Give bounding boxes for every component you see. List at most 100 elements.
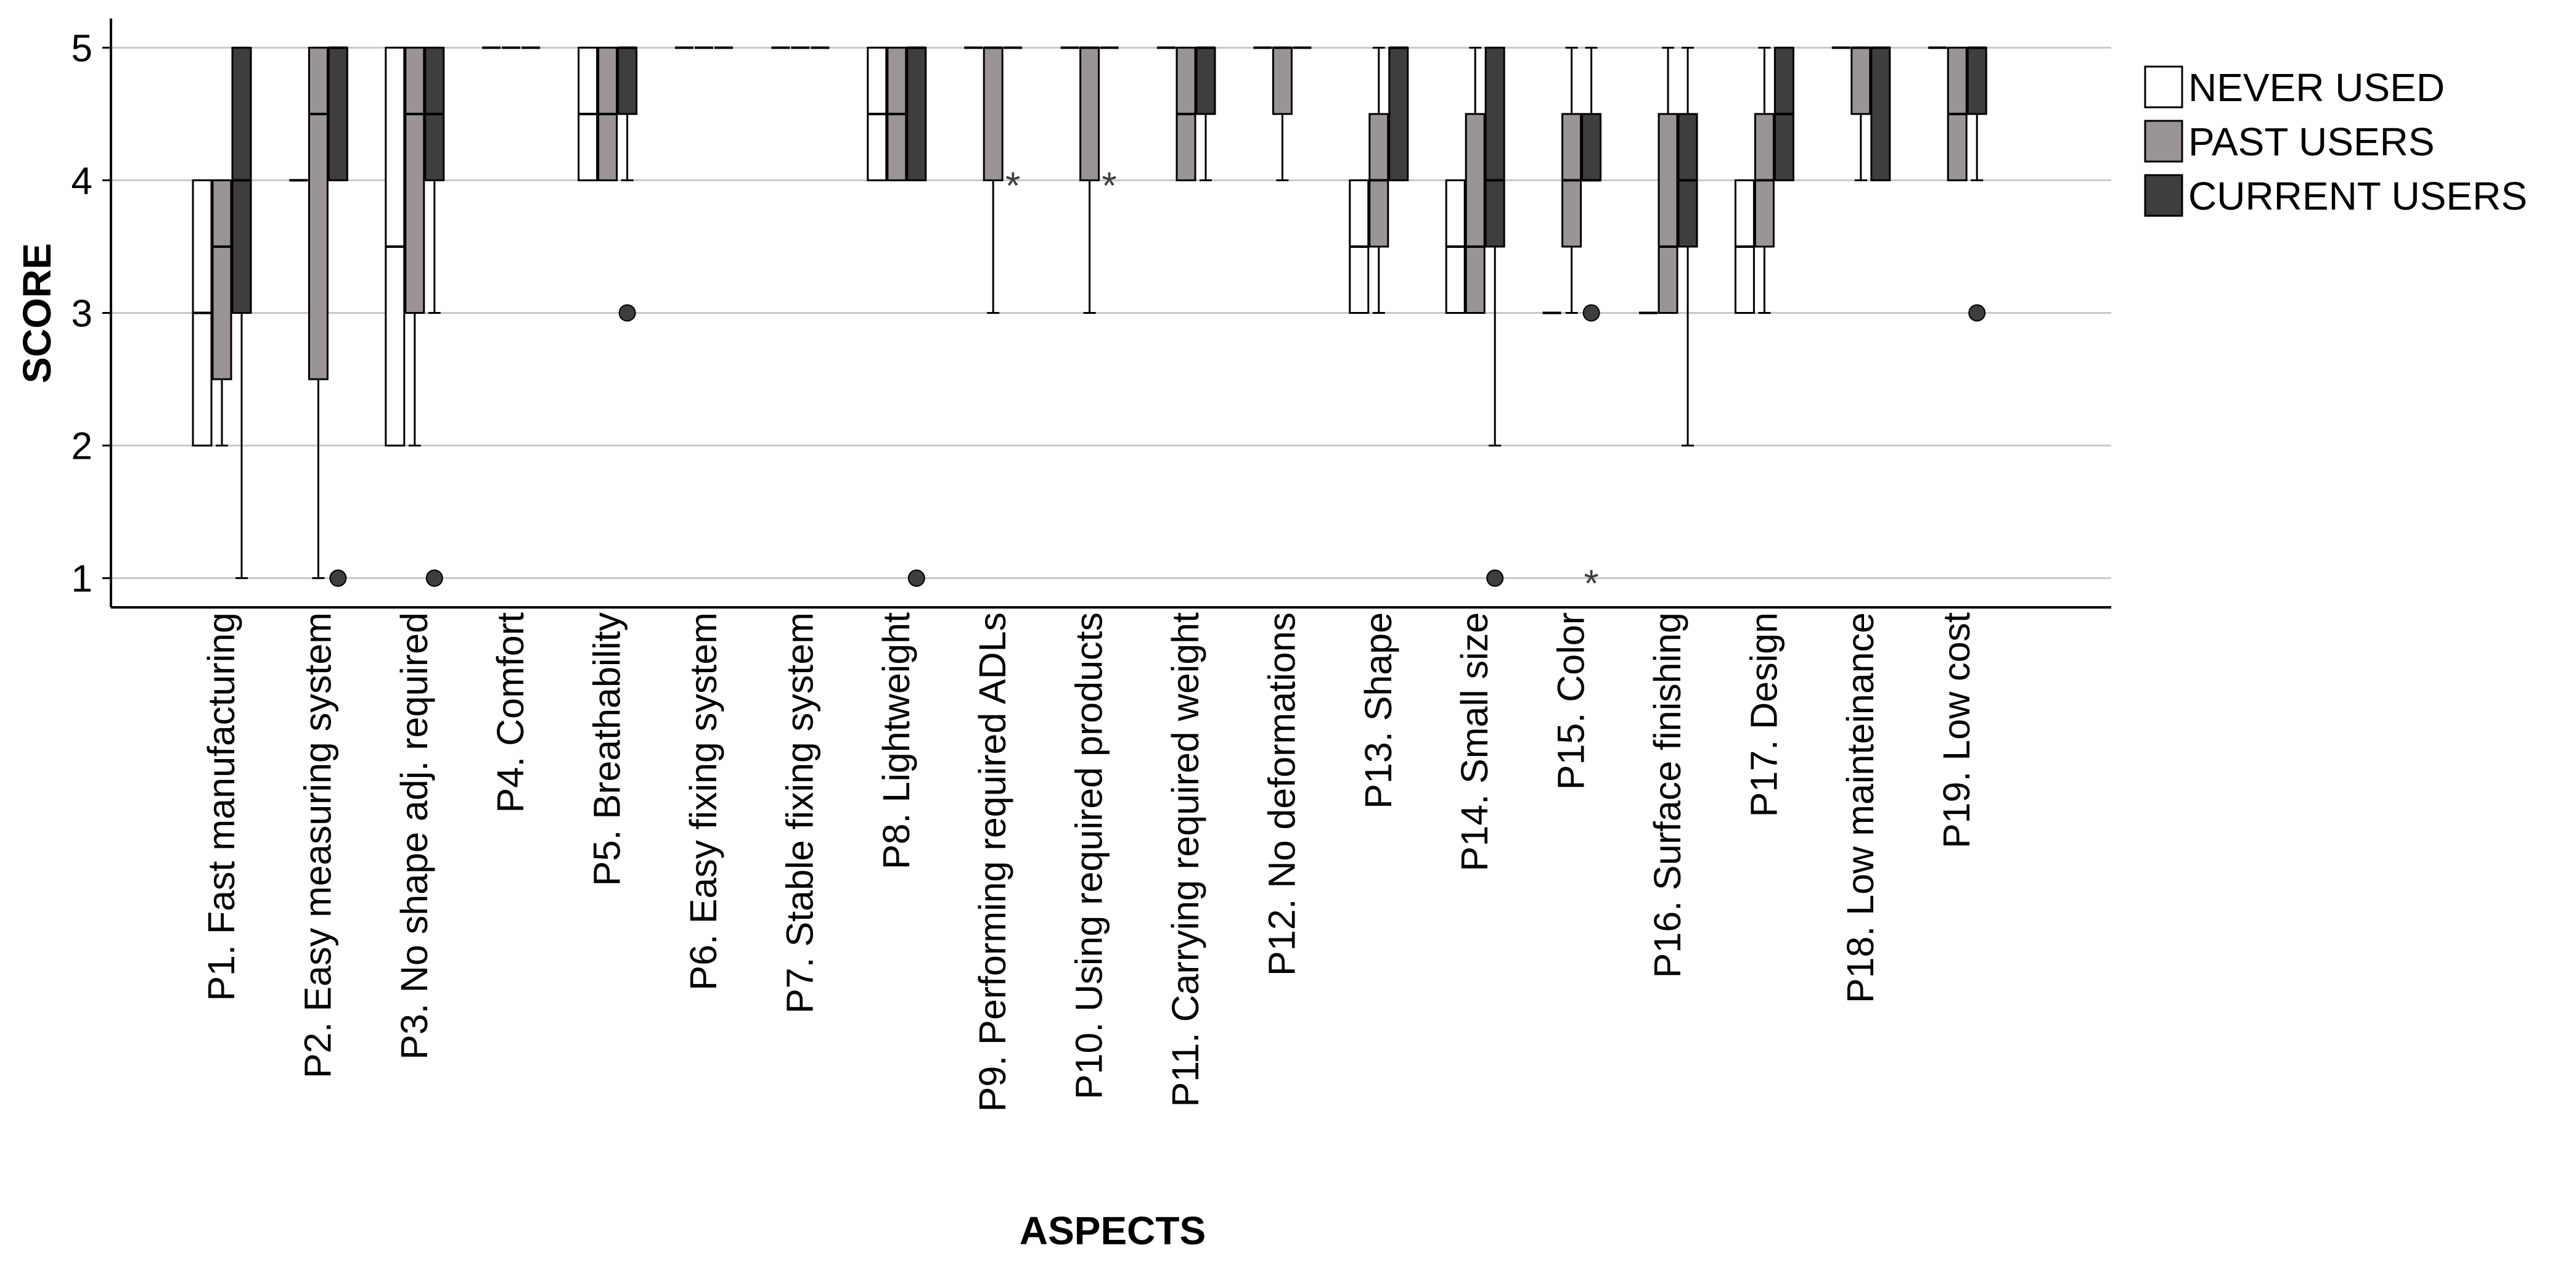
box-17-never-used [1734,179,1755,314]
box-1-current-users [231,46,252,580]
y-tick-label-3: 3 [72,293,92,335]
y-tick-label-1: 1 [72,558,92,601]
y-tick-labels: 1 2 3 4 5 [72,27,92,600]
x-tick-label-p1: P1. Fast manufacturing [200,612,242,1001]
box-2-past-users [308,46,329,580]
x-tick-label-p10: P10. Using required products [1068,612,1110,1099]
box-body [1388,46,1409,181]
outliers: * * * [329,165,1986,605]
x-tick-label-p6: P6. Easy fixing system [682,612,724,991]
box-11-past-users [1176,46,1196,181]
box-8-never-used [867,46,888,181]
box-19-past-users [1947,46,1968,181]
box-14-past-users [1465,46,1486,314]
box-17-past-users [1754,46,1775,314]
x-tick-label-p18: P18. Low mainteinance [1839,612,1881,1003]
box-body [404,46,425,314]
box-19-current-users [1966,46,1987,181]
box-17-current-users [1773,46,1794,181]
box-1-never-used [192,179,213,447]
box-5-past-users [597,46,618,181]
box-11-current-users [1195,46,1216,181]
box-body [1966,46,1987,115]
box-body [308,46,329,380]
legend-swatch-past-users [2144,120,2183,163]
x-axis-title: ASPECTS [1020,1209,1206,1253]
box-body [1870,46,1891,181]
box-body [983,46,1004,181]
box-10-past-users [1079,46,1100,314]
legend-swatch-current-users [2144,174,2183,217]
box-body [1581,113,1602,181]
box-body [906,46,927,181]
box-8-past-users [886,46,907,181]
y-tick-label-4: 4 [72,160,92,202]
box-15-current-users [1581,46,1602,182]
box-2-current-users [327,46,348,181]
x-tick-label-p8: P8. Lightweight [875,612,917,869]
y-tick-label-2: 2 [72,425,92,468]
box-13-current-users [1388,46,1409,181]
box-9-past-users [983,46,1004,314]
box-14-never-used [1445,179,1466,314]
legend-swatch-never-used [2144,65,2183,109]
outlier-circle-5-current-users-0 [618,304,636,322]
box-15-past-users [1561,46,1582,314]
legend-label-never-used: NEVER USED [2188,65,2445,110]
box-3-past-users [404,46,425,447]
x-tick-label-p11: P11. Carrying required weight [1164,612,1206,1107]
box-16-past-users [1658,46,1678,314]
outlier-circle-2-current-users-0 [329,569,347,587]
box-body [1850,46,1871,115]
y-tick-label-5: 5 [72,27,92,70]
outlier-circle-3-current-users-0 [425,569,443,587]
box-body [1195,46,1216,115]
box-body [211,179,232,380]
box-5-never-used [578,46,599,181]
box-12-past-users [1272,46,1293,181]
box-1-past-users [211,179,232,447]
outlier-star-15-current-users-1: * [1584,563,1599,605]
box-14-current-users [1484,46,1505,447]
x-tick-label-p16: P16. Surface finishing [1646,612,1688,978]
x-tick-labels: P1. Fast manufacturing P2. Easy measuring… [200,612,1977,1112]
x-tick-label-p17: P17. Design [1743,612,1785,817]
boxes [192,46,1987,580]
x-tick-label-p13: P13. Shape [1357,612,1399,809]
legend-label-current-users: CURRENT USERS [2188,174,2527,218]
box-3-current-users [424,46,445,314]
box-body [1484,46,1505,248]
x-tick-label-p14: P14. Small size [1454,612,1495,871]
outlier-circle-19-current-users-0 [1968,304,1986,322]
x-tick-label-p12: P12. No deformations [1261,612,1302,976]
box-13-never-used [1349,179,1370,314]
x-tick-label-p9: P9. Performing required ADLs [971,612,1013,1112]
box-16-current-users [1677,46,1698,447]
x-tick-label-p3: P3. No shape adj. required [393,612,435,1060]
box-18-past-users [1850,46,1871,181]
outlier-star-9-current-users-0: * [1005,165,1020,207]
box-body [1272,46,1293,115]
y-axis-title: SCORE [15,243,59,384]
box-body [1079,46,1100,181]
x-tick-label-p5: P5. Breathability [586,612,628,887]
outlier-circle-15-current-users-0 [1582,304,1600,322]
box-body [1658,113,1678,314]
x-tick-label-p2: P2. Easy measuring system [296,612,338,1078]
box-3-never-used [385,46,406,447]
outlier-star-10-current-users-0: * [1102,165,1117,207]
x-tick-label-p4: P4. Comfort [489,612,531,813]
outlier-circle-8-current-users-0 [907,569,925,587]
legend-label-past-users: PAST USERS [2188,120,2435,164]
axes [110,18,2111,609]
box-body [1465,113,1486,314]
box-body [617,46,638,115]
box-5-current-users [617,46,638,181]
x-tick-label-p15: P15. Color [1550,612,1592,790]
box-13-past-users [1368,46,1389,314]
legend: NEVER USED PAST USERS CURRENT USERS [2144,65,2527,218]
box-body [327,46,348,181]
x-tick-label-p7: P7. Stable fixing system [779,612,820,1014]
box-8-current-users [906,46,927,181]
